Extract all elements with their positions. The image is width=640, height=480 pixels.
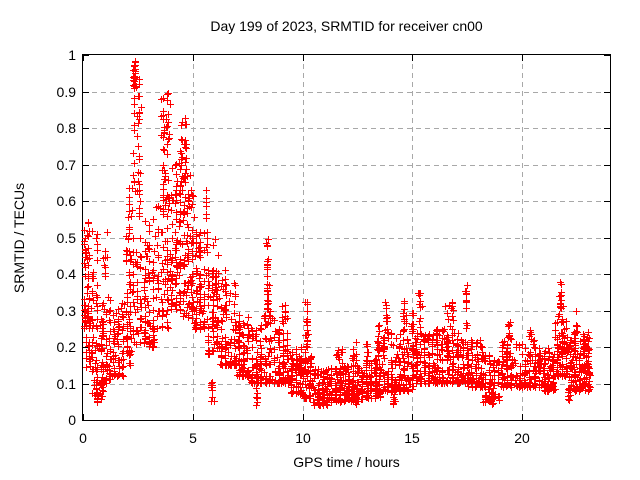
y-tick-label: 0 (68, 412, 76, 428)
y-axis-label: SRMTID / TECUs (11, 182, 27, 294)
y-tick-label: 0.7 (57, 157, 77, 173)
y-tick-label: 0.6 (57, 193, 77, 209)
x-tick-label: 20 (514, 430, 530, 446)
y-tick-label: 0.3 (57, 303, 77, 319)
x-tick-label: 0 (79, 430, 87, 446)
scatter-points (81, 58, 594, 409)
chart-title: Day 199 of 2023, SRMTID for receiver cn0… (210, 18, 483, 34)
y-tick-label: 1 (68, 47, 76, 63)
plot-frame (82, 54, 611, 421)
x-tick-label: 5 (189, 430, 197, 446)
y-tick-label: 0.2 (57, 339, 77, 355)
y-tick-label: 0.1 (57, 376, 77, 392)
y-tick-label: 0.9 (57, 84, 77, 100)
y-tick-label: 0.4 (57, 266, 77, 282)
y-tick-label: 0.8 (57, 120, 77, 136)
y-tick-label: 0.5 (57, 230, 77, 246)
x-axis-label: GPS time / hours (293, 454, 400, 470)
x-tick-label: 10 (295, 430, 311, 446)
x-tick-label: 15 (404, 430, 420, 446)
